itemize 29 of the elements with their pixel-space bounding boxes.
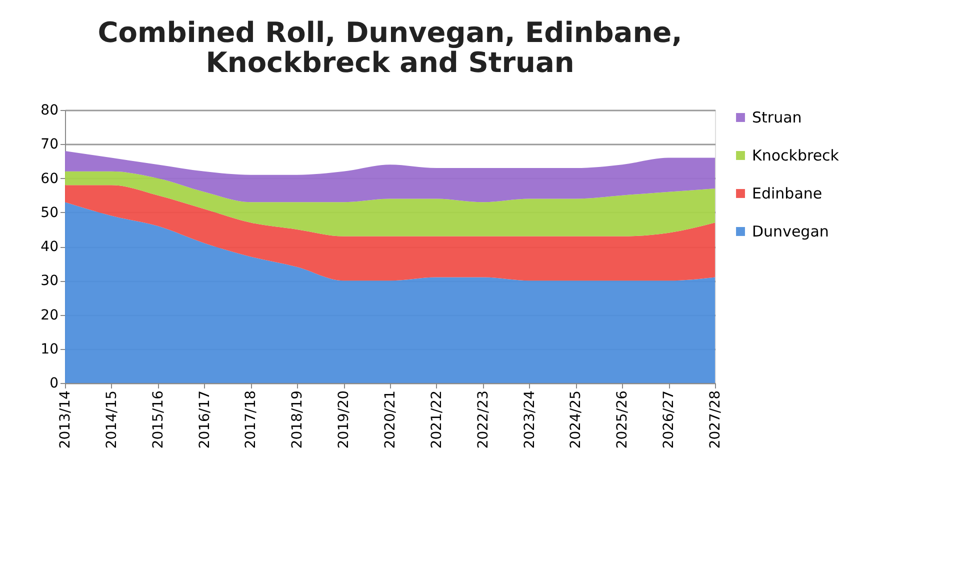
y-tick-label: 70 <box>40 136 58 153</box>
y-tick-label: 10 <box>40 341 58 358</box>
x-tick-label: 2018/19 <box>290 390 306 449</box>
legend-label: Struan <box>752 108 802 126</box>
y-tick-label: 80 <box>40 102 58 118</box>
x-tick-label: 2015/16 <box>150 390 166 449</box>
x-tick-label: 2022/23 <box>475 390 492 449</box>
x-tick-label: 2016/17 <box>196 390 213 449</box>
legend-label: Dunvegan <box>752 222 829 240</box>
x-tick-label: 2023/24 <box>522 390 538 449</box>
y-tick-label: 50 <box>40 204 58 221</box>
x-tick-label: 2027/28 <box>708 390 724 449</box>
chart-title: Combined Roll, Dunvegan, Edinbane, Knockbreck and Struan <box>98 16 682 79</box>
y-tick-label: 30 <box>40 273 58 290</box>
x-tick-label: 2026/27 <box>661 390 678 449</box>
y-tick-label: 40 <box>40 239 58 255</box>
y-tick-label: 60 <box>40 170 58 187</box>
x-tick-label: 2024/25 <box>568 390 584 449</box>
y-tick-label: 20 <box>40 307 58 324</box>
x-tick-label: 2025/26 <box>614 390 631 449</box>
x-tick-label: 2017/18 <box>243 390 260 449</box>
x-tick-label: 2021/22 <box>428 390 445 449</box>
x-tick-label: 2013/14 <box>58 390 74 449</box>
x-tick-label: 2020/21 <box>382 390 398 449</box>
x-tick-label: 2019/20 <box>336 390 352 449</box>
x-tick-label: 2014/15 <box>104 390 120 449</box>
legend-label: Knockbreck <box>752 146 840 164</box>
y-tick-label: 0 <box>50 376 58 392</box>
legend-label: Edinbane <box>752 184 822 202</box>
